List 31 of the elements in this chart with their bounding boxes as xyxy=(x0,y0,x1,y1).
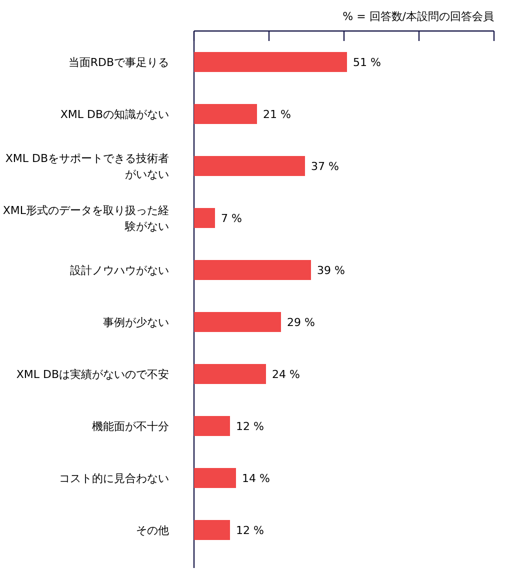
data-label: 37 % xyxy=(311,160,339,173)
data-label: 29 % xyxy=(287,316,315,329)
data-label: 39 % xyxy=(317,264,345,277)
y-tick-label: XML DBの知識がない xyxy=(60,108,169,121)
data-label: 12 % xyxy=(236,420,264,433)
bar xyxy=(194,104,257,124)
y-tick-label: 当面RDBで事足りる xyxy=(68,56,169,69)
data-label: 51 % xyxy=(353,56,381,69)
bar xyxy=(194,520,230,540)
bar xyxy=(194,208,215,228)
data-label: 7 % xyxy=(221,212,242,225)
bar xyxy=(194,156,305,176)
y-tick-label: 事例が少ない xyxy=(103,316,169,329)
bar xyxy=(194,468,236,488)
data-label: 21 % xyxy=(263,108,291,121)
bar xyxy=(194,52,347,72)
bar xyxy=(194,260,311,280)
bar xyxy=(194,364,266,384)
data-label: 14 % xyxy=(242,472,270,485)
bar xyxy=(194,312,281,332)
y-tick-label: その他 xyxy=(136,524,169,537)
y-tick-label: XML DBは実績がないので不安 xyxy=(16,368,169,381)
text: % = 回答数/本設問の回答会員 xyxy=(342,10,494,23)
y-tick-label: 機能面が不十分 xyxy=(92,420,169,433)
y-tick-label: XML DBをサポートできる技術者がいない xyxy=(5,152,169,181)
y-tick-label: コスト的に見合わない xyxy=(59,472,169,485)
data-label: 24 % xyxy=(272,368,300,381)
bar xyxy=(194,416,230,436)
data-label: 12 % xyxy=(236,524,264,537)
y-tick-label: XML形式のデータを取り扱った経験がない xyxy=(2,204,169,233)
y-tick-label: 設計ノウハウがない xyxy=(70,264,169,277)
